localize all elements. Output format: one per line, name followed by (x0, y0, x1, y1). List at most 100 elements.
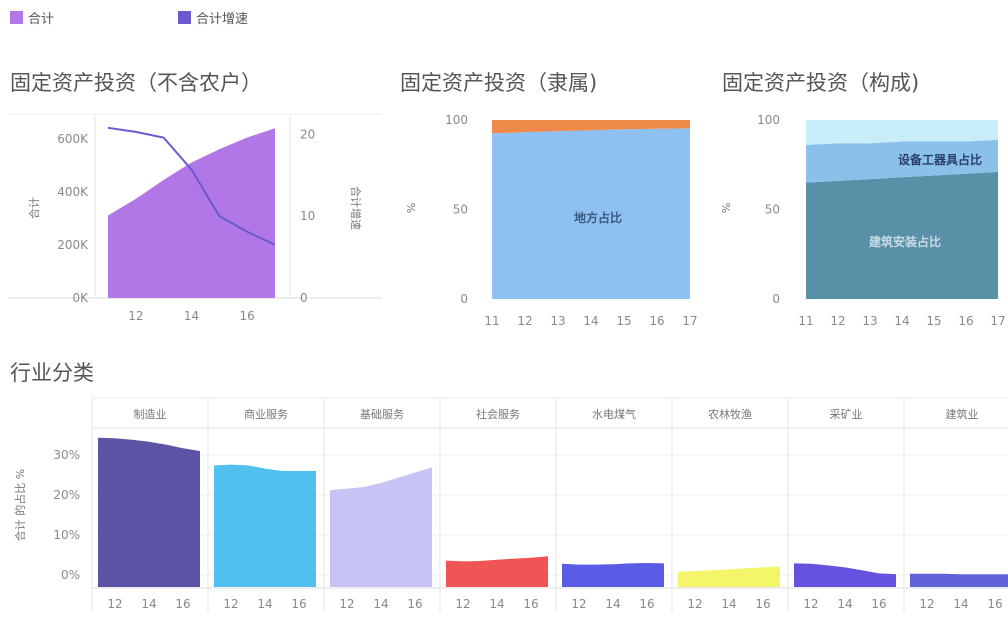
y-tick-20-: 20% (53, 488, 80, 502)
x-tick-16: 16 (649, 314, 664, 328)
series-label-1: 设备工器具占比 (898, 152, 982, 167)
chart-title-total: 固定资产投资（不含农户） (10, 71, 262, 95)
x-tick-16: 16 (639, 597, 654, 611)
y-tick-0: 0 (772, 292, 780, 306)
x-tick-16: 16 (987, 597, 1002, 611)
chart-total: 0K 200K 400K 600K 0 10 20 12 14 16 合计 合计增速 (8, 113, 382, 323)
legend: 合计 合计增速 (10, 11, 248, 27)
panel-area-7 (910, 573, 1008, 587)
x-tick-14: 14 (605, 597, 620, 611)
x-tick-16: 16 (871, 597, 886, 611)
x-tick-16: 16 (175, 597, 190, 611)
y-axis-label: % (405, 203, 418, 213)
panel-header-1: 商业服务 (244, 407, 288, 421)
y-tick-100: 100 (445, 113, 468, 127)
series-area-1 (806, 139, 998, 183)
x-tick-12: 12 (128, 309, 143, 323)
y-axis-label: 合计 (27, 197, 41, 219)
chart-title-composition: 固定资产投资（构成) (722, 71, 919, 95)
y-tick-200K: 200K (57, 238, 89, 252)
series-area-0 (806, 171, 998, 299)
legend-swatch-growth (178, 11, 191, 24)
series-line-growth (107, 126, 276, 246)
series-label-0: 地方占比 (574, 210, 622, 225)
x-tick-14: 14 (953, 597, 968, 611)
x-tick-12: 12 (687, 597, 702, 611)
x-tick-15: 15 (616, 314, 631, 328)
x-tick-14: 14 (141, 597, 156, 611)
x-tick-12: 12 (803, 597, 818, 611)
x-tick-16: 16 (240, 309, 255, 323)
legend-label-growth: 合计增速 (196, 12, 248, 27)
series-area-1 (492, 120, 690, 134)
x-tick-13: 13 (862, 314, 877, 328)
x-tick-17: 17 (990, 314, 1005, 328)
x-tick-12: 12 (455, 597, 470, 611)
legend-swatch-total (10, 11, 23, 24)
chart-title-affiliation: 固定资产投资（隶属) (400, 71, 597, 95)
x-tick-16: 16 (755, 597, 770, 611)
panel-header-3: 社会服务 (476, 407, 520, 421)
panel-area-4 (562, 563, 664, 587)
y-tick-50: 50 (453, 203, 468, 217)
y2-axis-label: 合计增速 (349, 186, 363, 230)
panel-area-5 (678, 566, 780, 587)
x-tick-14: 14 (837, 597, 852, 611)
x-tick-15: 15 (926, 314, 941, 328)
y-tick-400K: 400K (57, 185, 89, 199)
panel-header-4: 水电煤气 (592, 407, 636, 421)
x-tick-14: 14 (373, 597, 388, 611)
panel-header-2: 基础服务 (360, 408, 404, 421)
chart-title-industry: 行业分类 (10, 361, 94, 385)
legend-item-growth[interactable]: 合计增速 (178, 11, 248, 27)
series-label-0: 建筑安装占比 (868, 234, 941, 249)
x-tick-12: 12 (919, 597, 934, 611)
panel-header-7: 建筑业 (946, 407, 979, 421)
series-area-total (108, 128, 275, 298)
x-tick-16: 16 (958, 314, 973, 328)
y-tick-0K: 0K (72, 291, 89, 305)
chart-composition: 建筑安装占比 设备工器具占比 0 50 100 11 12 13 14 15 16 17% (720, 113, 1006, 328)
y-tick-30-: 30% (53, 448, 80, 462)
legend-item-total[interactable]: 合计 (10, 11, 54, 27)
x-tick-17: 17 (682, 314, 697, 328)
x-tick-16: 16 (407, 597, 422, 611)
x-tick-14: 14 (184, 309, 199, 323)
x-tick-14: 14 (583, 314, 598, 328)
x-tick-12: 12 (107, 597, 122, 611)
y-axis-label: % (720, 203, 733, 213)
panel-area-2 (330, 467, 432, 587)
x-tick-14: 14 (489, 597, 504, 611)
x-tick-14: 14 (257, 597, 272, 611)
y-tick-10-: 10% (53, 528, 80, 542)
panel-area-6 (794, 563, 896, 587)
x-tick-13: 13 (550, 314, 565, 328)
x-tick-11: 11 (798, 314, 813, 328)
y2-tick-0: 0 (300, 291, 308, 305)
y-tick-0: 0 (460, 292, 468, 306)
y-tick-100: 100 (757, 113, 780, 127)
series-area-2 (806, 120, 998, 146)
x-tick-16: 16 (523, 597, 538, 611)
panel-area-1 (214, 464, 316, 587)
panel-header-0: 制造业 (134, 407, 167, 421)
y-axis-label: 合计 的占比 % (13, 469, 27, 541)
legend-label-total: 合计 (28, 12, 54, 27)
y-tick-50: 50 (765, 203, 780, 217)
y2-tick-10: 10 (300, 209, 315, 223)
x-tick-16: 16 (291, 597, 306, 611)
chart-industry: 0% 10% 20% 30% 合计 的占比 % 制造业 12 14 16 商业服务 12 14 16 基础… (13, 397, 1008, 612)
y-tick-600K: 600K (57, 132, 89, 146)
x-tick-12: 12 (571, 597, 586, 611)
panel-header-5: 农林牧渔 (708, 407, 752, 421)
x-tick-12: 12 (517, 314, 532, 328)
x-tick-11: 11 (484, 314, 499, 328)
x-tick-14: 14 (894, 314, 909, 328)
y-tick-0-: 0% (61, 568, 80, 582)
chart-affiliation: 地方占比 0 50 100 11 12 13 14 15 16 17% (405, 113, 698, 328)
panel-header-6: 采矿业 (830, 408, 863, 421)
panel-area-0 (98, 437, 200, 587)
x-tick-12: 12 (830, 314, 845, 328)
x-tick-12: 12 (339, 597, 354, 611)
